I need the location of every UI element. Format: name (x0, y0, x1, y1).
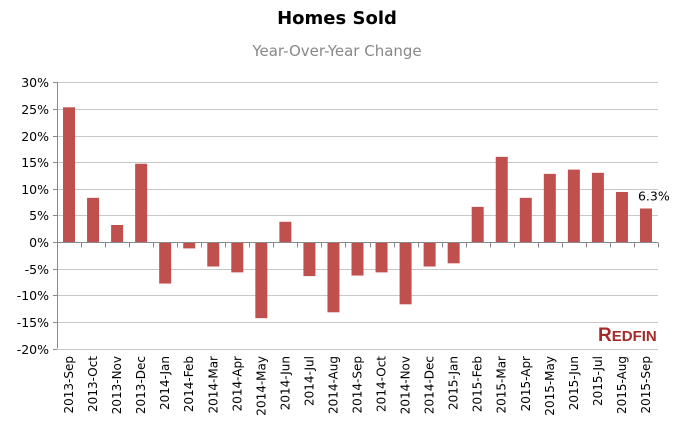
bar (615, 191, 628, 243)
x-tick-label: 2015-Sep (639, 356, 653, 414)
bar (639, 208, 652, 243)
bar (351, 242, 364, 276)
y-tick-label: 20% (21, 129, 49, 144)
x-tick-label: 2015-Jan (447, 356, 461, 410)
bar (231, 242, 244, 273)
y-tick-label: -5% (25, 262, 49, 277)
bar (135, 163, 148, 243)
bar (87, 197, 100, 243)
bar (495, 156, 508, 243)
x-tick-label: 2014-Apr (230, 356, 244, 411)
x-tick-label: 2014-Mar (206, 356, 220, 414)
y-tick-label: 25% (21, 102, 49, 117)
bar (375, 242, 388, 273)
bar (183, 242, 196, 249)
x-tick-label: 2014-Jun (278, 356, 292, 410)
y-tick-label: 15% (21, 155, 49, 170)
bar (519, 197, 532, 243)
y-tick-label: -10% (17, 288, 49, 303)
x-tick-label: 2015-Jul (591, 356, 605, 406)
bar (303, 242, 316, 277)
y-tick-label: -15% (17, 315, 49, 330)
x-tick-label: 2014-Jan (158, 356, 172, 410)
bar (327, 242, 340, 313)
redfin-logo: REDFIN (598, 325, 657, 346)
x-tick-label: 2015-Mar (495, 356, 509, 414)
x-tick-label: 2013-Oct (86, 356, 100, 412)
y-tick-label: -20% (17, 342, 49, 357)
chart-subtitle: Year-Over-Year Change (252, 42, 422, 60)
x-tick-label: 2014-Aug (326, 356, 340, 414)
x-tick-label: 2015-Aug (615, 356, 629, 414)
chart-title: Homes Sold (277, 8, 397, 29)
x-tick-label: 2014-May (254, 356, 268, 416)
bar (447, 242, 460, 264)
bar (399, 242, 412, 305)
bar (591, 172, 604, 243)
bar (63, 107, 76, 243)
bar (471, 206, 484, 243)
x-tick-label: 2014-Jul (302, 356, 316, 406)
bar (159, 242, 172, 284)
x-tick-label: 2013-Dec (134, 356, 148, 414)
y-tick-label: 30% (21, 75, 49, 90)
x-tick-label: 2014-Sep (351, 356, 365, 414)
x-tick-label: 2014-Oct (375, 356, 389, 412)
bar (207, 242, 220, 267)
x-tick-label: 2014-Dec (423, 356, 437, 414)
bar (279, 221, 292, 243)
data-label: 6.3% (638, 188, 670, 203)
x-tick-label: 2014-Nov (399, 356, 413, 414)
bar (567, 169, 580, 243)
x-tick-label: 2015-Apr (519, 356, 533, 411)
y-tick-label: 5% (29, 208, 49, 223)
x-tick-label: 2015-Feb (471, 356, 485, 412)
x-tick-label: 2014-Feb (182, 356, 196, 412)
x-tick-label: 2015-Jun (567, 356, 581, 410)
bar (255, 242, 268, 319)
y-tick-label: 10% (21, 182, 49, 197)
x-tick-label: 2013-Sep (62, 356, 76, 414)
bar (111, 224, 124, 243)
y-tick-label: 0% (29, 235, 49, 250)
x-tick-label: 2015-May (543, 356, 557, 416)
x-tick-label: 2013-Nov (110, 356, 124, 414)
bar (543, 173, 556, 243)
bar (423, 242, 436, 267)
